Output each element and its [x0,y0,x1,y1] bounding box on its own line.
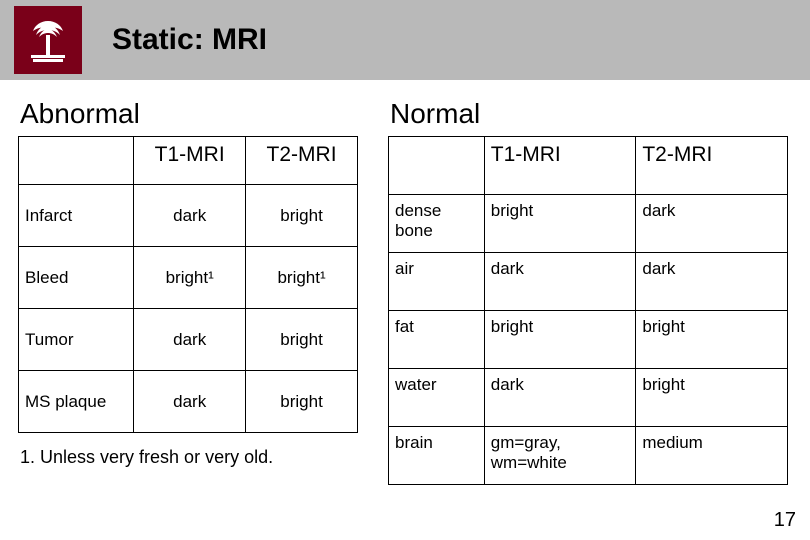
cell: bright [636,369,788,427]
row-label: air [389,253,485,311]
footnote: 1. Unless very fresh or very old. [20,447,358,468]
table-row: fat bright bright [389,311,788,369]
palm-tree-icon [23,15,73,65]
cell: bright¹ [134,247,246,309]
row-label: dense bone [389,195,485,253]
row-label: Bleed [19,247,134,309]
normal-heading: Normal [390,98,788,130]
abnormal-table: T1-MRI T2-MRI Infarct dark bright Bleed … [18,136,358,433]
column-header [389,137,485,195]
cell: dark [636,195,788,253]
column-header: T1-MRI [484,137,636,195]
row-label: brain [389,427,485,485]
normal-table: T1-MRI T2-MRI dense bone bright dark air… [388,136,788,485]
column-header: T1-MRI [134,137,246,185]
table-row: Tumor dark bright [19,309,358,371]
cell: dark [134,185,246,247]
row-label: water [389,369,485,427]
cell: bright¹ [246,247,358,309]
table-header-row: T1-MRI T2-MRI [19,137,358,185]
abnormal-heading: Abnormal [20,98,358,130]
table-row: water dark bright [389,369,788,427]
cell: dark [484,253,636,311]
cell: dark [134,371,246,433]
cell: bright [246,371,358,433]
cell: bright [484,311,636,369]
institution-logo [14,6,82,74]
column-header: T2-MRI [246,137,358,185]
table-row: dense bone bright dark [389,195,788,253]
cell: dark [134,309,246,371]
cell: bright [484,195,636,253]
slide-title: Static: MRI [112,23,267,57]
cell: bright [246,185,358,247]
table-header-row: T1-MRI T2-MRI [389,137,788,195]
row-label: Infarct [19,185,134,247]
row-label: Tumor [19,309,134,371]
cell: dark [636,253,788,311]
column-header [19,137,134,185]
column-header: T2-MRI [636,137,788,195]
table-row: brain gm=gray, wm=white medium [389,427,788,485]
content-area: Abnormal T1-MRI T2-MRI Infarct dark brig… [0,80,810,485]
page-number: 17 [774,509,796,532]
header-bar: Static: MRI [0,0,810,80]
cell: dark [484,369,636,427]
table-row: air dark dark [389,253,788,311]
normal-section: Normal T1-MRI T2-MRI dense bone bright d… [388,90,788,485]
cell: medium [636,427,788,485]
row-label: MS plaque [19,371,134,433]
cell: bright [636,311,788,369]
cell: gm=gray, wm=white [484,427,636,485]
table-row: MS plaque dark bright [19,371,358,433]
cell: bright [246,309,358,371]
abnormal-section: Abnormal T1-MRI T2-MRI Infarct dark brig… [18,90,358,485]
row-label: fat [389,311,485,369]
table-row: Infarct dark bright [19,185,358,247]
table-row: Bleed bright¹ bright¹ [19,247,358,309]
